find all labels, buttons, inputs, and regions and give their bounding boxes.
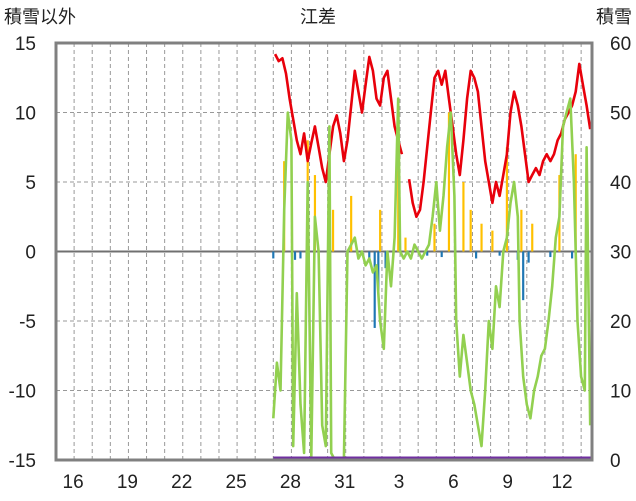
positive-bar (531, 223, 534, 252)
left-tick-label: 0 (25, 243, 36, 264)
negative-bar (527, 251, 530, 263)
x-tick-label: 25 (226, 472, 247, 493)
temperature-line (407, 62, 592, 219)
positive-bar (433, 223, 436, 252)
positive-bar (350, 195, 353, 252)
positive-bar (404, 237, 407, 252)
x-tick-label: 16 (63, 472, 84, 493)
x-tick-label: 9 (502, 472, 513, 493)
right-tick-label: 10 (610, 382, 631, 403)
right-tick-label: 0 (610, 451, 621, 472)
negative-bar (272, 251, 275, 259)
negative-bar (570, 251, 574, 259)
temperature-line (273, 53, 404, 184)
negative-bar (299, 251, 302, 259)
left-tick-label: 15 (15, 34, 36, 55)
right-tick-label: 50 (610, 104, 631, 125)
positive-bar (491, 230, 494, 252)
negative-bar (377, 251, 380, 294)
negative-bar (475, 251, 478, 259)
right-tick-label: 60 (610, 34, 631, 55)
right-tick-label: 30 (610, 243, 631, 264)
snow-depth-line (272, 97, 592, 462)
negative-bar (426, 251, 429, 256)
x-axis: 16 19 22 25 28 31 3 6 9 12 (63, 472, 573, 493)
x-tick-label: 31 (334, 472, 355, 493)
plot-frame (54, 41, 594, 462)
left-tick-label: 5 (25, 173, 36, 194)
positive-bar (469, 209, 472, 252)
negative-bar (498, 251, 501, 256)
left-tick-label: -10 (9, 382, 36, 403)
right-tick-label: 20 (610, 312, 631, 333)
positive-bar (520, 209, 523, 252)
positive-bar (379, 209, 382, 252)
positive-bar (447, 112, 451, 252)
x-tick-label: 19 (117, 472, 138, 493)
left-tick-label: 10 (15, 104, 36, 125)
left-tick-label: -5 (19, 312, 36, 333)
series-lines (272, 53, 592, 462)
positive-bar (462, 182, 465, 252)
negative-bar (368, 251, 371, 262)
right-axis: 60 50 40 30 20 10 0 (610, 34, 631, 472)
negative-bar (522, 251, 525, 301)
left-axis-label: 積雪以外 (4, 7, 76, 28)
negative-bar (384, 251, 387, 269)
negative-bar (549, 251, 552, 258)
right-tick-label: 40 (610, 173, 631, 194)
positive-bar (480, 223, 483, 252)
x-tick-label: 3 (394, 472, 405, 493)
positive-bar (505, 147, 508, 252)
x-tick-label: 6 (448, 472, 459, 493)
negative-bar (440, 251, 443, 258)
right-axis-label: 積雪 (596, 7, 632, 28)
positive-bar (331, 209, 335, 252)
left-axis: 15 10 5 0 -5 -10 -15 (9, 34, 36, 472)
x-tick-label: 28 (280, 472, 301, 493)
negative-bar (293, 251, 297, 260)
x-tick-label: 22 (171, 472, 192, 493)
negative-bar (373, 251, 376, 328)
chart-title: 江差 (300, 7, 336, 28)
left-tick-label: -15 (9, 451, 36, 472)
positive-bar (313, 175, 317, 252)
x-tick-label: 12 (551, 472, 572, 493)
